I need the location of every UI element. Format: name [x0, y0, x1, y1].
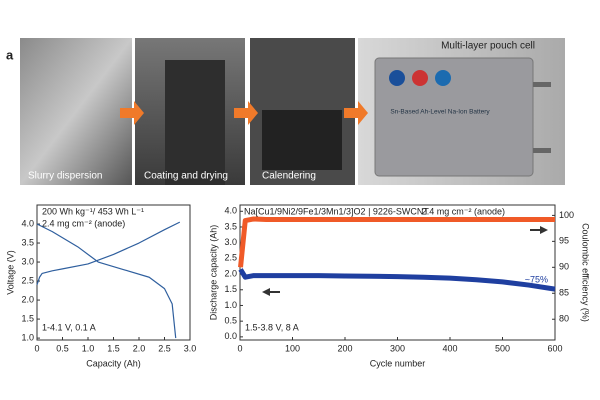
- photo: [20, 38, 132, 185]
- series-line: [238, 268, 556, 292]
- y-axis-label: Discharge capacity (Ah): [208, 225, 218, 321]
- photo-detail: [165, 60, 225, 185]
- y-tick-label: 1.0: [21, 332, 34, 342]
- logo: [435, 70, 451, 86]
- y-tick-label: 0.0: [224, 331, 237, 341]
- tab: [533, 148, 551, 153]
- series-line: [238, 216, 555, 268]
- logo: [389, 70, 405, 86]
- y-tick-label: 3.0: [224, 237, 237, 247]
- y-tick-label: 4.0: [224, 206, 237, 216]
- y-tick-label: 2.5: [224, 253, 237, 263]
- x-tick-label: 0.5: [56, 343, 69, 353]
- x-tick-label: 600: [547, 343, 562, 353]
- arrow-left: [262, 288, 280, 296]
- y-tick-label: 1.5: [224, 284, 237, 294]
- x-tick-label: 1.0: [82, 343, 95, 353]
- x-tick-label: 400: [442, 343, 457, 353]
- annotation: 2.4 mg cm⁻² (anode): [42, 218, 125, 228]
- x-tick-label: 100: [285, 343, 300, 353]
- y-axis-label: Voltage (V): [5, 250, 15, 295]
- annotation: 2.4 mg cm⁻² (anode): [422, 206, 505, 216]
- tab: [533, 82, 551, 87]
- panel-label: a: [6, 47, 14, 62]
- annotation: 200 Wh kg⁻¹/ 453 Wh L⁻¹: [42, 206, 144, 216]
- x-tick-label: 1.5: [107, 343, 120, 353]
- y-tick-label: 1.5: [21, 313, 34, 323]
- annotation: 1-4.1 V, 0.1 A: [42, 322, 96, 332]
- y2-tick-label: 90: [559, 262, 569, 272]
- y2-tick-label: 80: [559, 314, 569, 324]
- x-tick-label: 500: [495, 343, 510, 353]
- x-tick-label: 200: [337, 343, 352, 353]
- annotation: ~75%: [525, 274, 548, 284]
- photo-caption: Coating and drying: [144, 171, 228, 182]
- y-tick-label: 2.5: [21, 275, 34, 285]
- series-line: [36, 221, 181, 286]
- y2-tick-label: 95: [559, 236, 569, 246]
- y-tick-label: 4.0: [21, 218, 34, 228]
- y-tick-label: 2.0: [21, 294, 34, 304]
- arrow: [344, 101, 368, 125]
- x-tick-label: 0: [34, 343, 39, 353]
- x-axis-label: Capacity (Ah): [86, 358, 141, 368]
- arrow: [120, 101, 144, 125]
- y2-tick-label: 100: [559, 210, 574, 220]
- x-tick-label: 2.0: [133, 343, 146, 353]
- y-tick-label: 1.0: [224, 300, 237, 310]
- plot-frame: [239, 204, 556, 341]
- y2-axis-label: Coulombic efficiency (%): [581, 223, 591, 322]
- x-axis-label: Cycle number: [370, 358, 426, 368]
- x-tick-label: 2.5: [158, 343, 171, 353]
- arrow: [234, 101, 258, 125]
- pouch-cell: [374, 57, 534, 177]
- logo: [412, 70, 428, 86]
- x-tick-label: 300: [390, 343, 405, 353]
- y2-tick-label: 85: [559, 288, 569, 298]
- y-tick-label: 0.5: [224, 316, 237, 326]
- x-tick-label: 0: [237, 343, 242, 353]
- photo-detail: [262, 110, 342, 170]
- photo-caption: Multi-layer pouch cell: [441, 41, 535, 52]
- arrow-right: [530, 226, 548, 234]
- photo-caption: Calendering: [262, 171, 316, 182]
- photo-caption: Slurry dispersion: [28, 171, 102, 182]
- x-tick-label: 3.0: [184, 343, 197, 353]
- y-tick-label: 3.5: [21, 237, 34, 247]
- series-line: [36, 223, 177, 339]
- battery-label: Sn-Based Ah-Level Na-Ion Battery: [390, 109, 490, 116]
- y-tick-label: 2.0: [224, 268, 237, 278]
- y-tick-label: 3.0: [21, 256, 34, 266]
- chart-title: Na[Cu1/9Ni2/9Fe1/3Mn1/3]O2 | 9226-SWCNT: [244, 206, 429, 216]
- y-tick-label: 3.5: [224, 221, 237, 231]
- annotation: 1.5-3.8 V, 8 A: [245, 322, 299, 332]
